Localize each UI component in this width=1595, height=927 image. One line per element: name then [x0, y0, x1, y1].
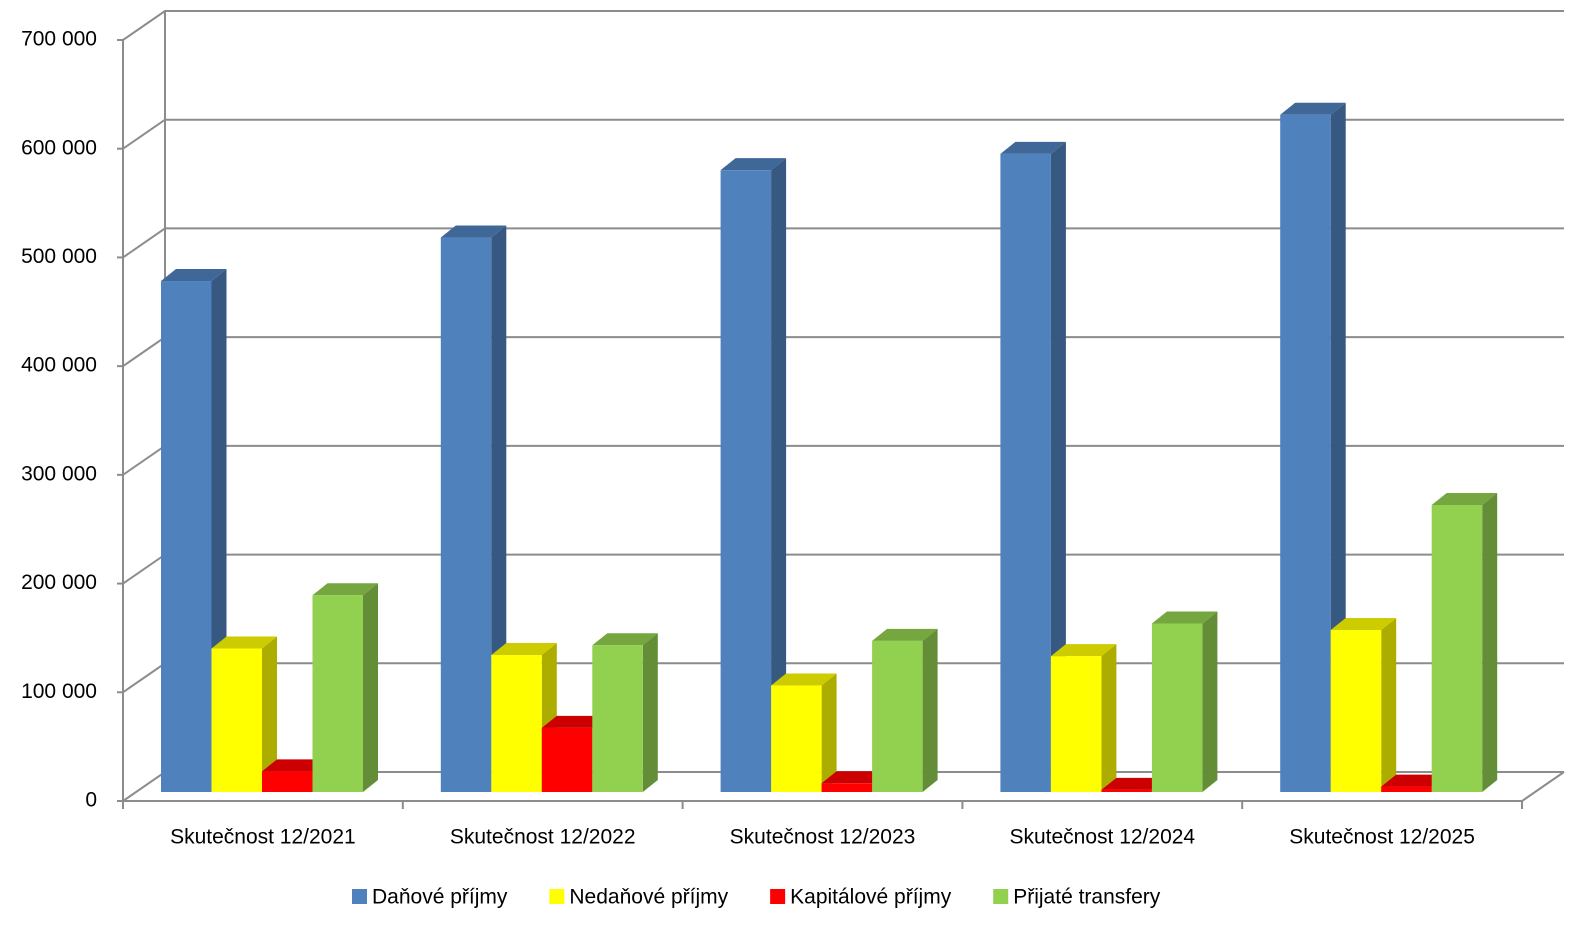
bar-top	[1151, 611, 1218, 624]
bar	[821, 783, 873, 792]
y-tick-label: 500 000	[21, 245, 97, 268]
grid-line	[122, 553, 1564, 585]
bar	[1431, 504, 1483, 792]
bar-top	[872, 628, 938, 641]
legend-swatch	[770, 889, 786, 904]
y-tick-label: 0	[85, 789, 97, 812]
legend-label: Nedaňové příjmy	[569, 886, 728, 909]
bar-side	[1381, 618, 1397, 792]
bar	[211, 648, 262, 792]
floor-edge	[1521, 771, 1565, 802]
bar	[720, 170, 772, 792]
grid-line	[122, 118, 1564, 150]
bar-top	[720, 158, 787, 171]
bar	[1280, 114, 1331, 792]
bar-side	[1202, 611, 1218, 792]
legend-swatch	[993, 889, 1009, 904]
bar-side	[642, 633, 658, 792]
bar-top	[592, 633, 658, 646]
bar	[1330, 630, 1382, 792]
bar-side	[1050, 141, 1066, 792]
bar	[592, 645, 643, 792]
y-tick-label: 400 000	[21, 354, 97, 377]
bar	[1151, 623, 1203, 792]
bar-side	[821, 673, 837, 792]
grid-line	[122, 336, 1564, 367]
bar-side	[363, 583, 378, 792]
bar-top	[1050, 644, 1117, 657]
bar	[1381, 786, 1432, 792]
bar-top	[440, 225, 507, 238]
bar-side	[1101, 644, 1117, 792]
y-tick-label: 300 000	[21, 462, 97, 485]
bar-top	[821, 771, 888, 784]
y-tick-label: 100 000	[21, 680, 97, 703]
x-tick-label: Skutečnost 12/2024	[1009, 826, 1195, 849]
legend-label: Daňové příjmy	[372, 886, 508, 909]
bar	[312, 595, 363, 792]
y-tick-label: 700 000	[21, 28, 97, 51]
bar-top	[771, 673, 837, 686]
legend-label: Kapitálové příjmy	[790, 886, 952, 909]
grid-line	[122, 10, 1564, 41]
bar	[1101, 789, 1152, 792]
x-tick-label: Skutečnost 12/2021	[170, 826, 356, 849]
bar-top	[1000, 141, 1066, 154]
bar-side	[922, 628, 938, 792]
legend-label: Přijaté transfery	[1013, 886, 1161, 909]
bar-top	[491, 643, 557, 656]
legend-swatch	[549, 889, 565, 904]
bar	[440, 237, 492, 793]
bar-top	[211, 636, 277, 649]
legend-swatch	[352, 889, 367, 904]
bar	[541, 727, 593, 792]
bar	[1000, 153, 1051, 792]
bar-top	[1330, 618, 1397, 631]
bar-top	[312, 583, 378, 596]
bar	[262, 771, 313, 792]
bar	[771, 685, 822, 792]
bar-side	[262, 636, 277, 792]
bar	[491, 655, 542, 792]
x-tick-label: Skutečnost 12/2022	[450, 826, 636, 849]
bar-top	[161, 269, 227, 282]
bar	[1050, 656, 1102, 792]
bar	[872, 640, 923, 792]
bar-top	[1101, 777, 1167, 790]
bar-top	[1381, 774, 1447, 787]
bar-top	[541, 715, 608, 728]
x-tick-label: Skutečnost 12/2023	[730, 826, 916, 849]
bar-side	[1482, 492, 1498, 792]
grid-line	[122, 444, 1564, 476]
bar	[161, 281, 212, 792]
bar-side	[1330, 102, 1346, 792]
bar-side	[771, 158, 787, 792]
y-tick-label: 200 000	[21, 571, 97, 594]
bar-top	[1431, 492, 1498, 505]
bar-top	[1280, 102, 1346, 115]
x-tick-label: Skutečnost 12/2025	[1289, 826, 1475, 849]
bar-top	[262, 759, 328, 772]
grid-line	[122, 227, 1564, 259]
y-tick-label: 600 000	[21, 136, 97, 159]
